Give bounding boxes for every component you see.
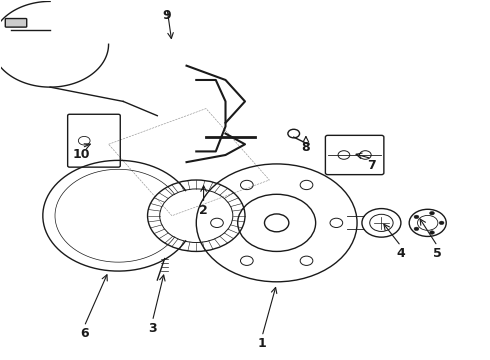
Text: 1: 1: [258, 337, 267, 350]
Text: 5: 5: [433, 247, 442, 260]
Text: 6: 6: [80, 327, 89, 340]
Text: 3: 3: [148, 322, 157, 335]
Text: 10: 10: [73, 148, 91, 162]
Circle shape: [430, 231, 435, 234]
Circle shape: [414, 227, 419, 231]
Circle shape: [414, 215, 419, 219]
Text: 4: 4: [396, 247, 405, 260]
Text: 8: 8: [301, 141, 310, 154]
Text: 9: 9: [163, 9, 172, 22]
Circle shape: [439, 221, 444, 225]
Text: 2: 2: [199, 204, 208, 217]
FancyBboxPatch shape: [5, 18, 27, 27]
Text: 7: 7: [368, 159, 376, 172]
Circle shape: [430, 211, 435, 215]
